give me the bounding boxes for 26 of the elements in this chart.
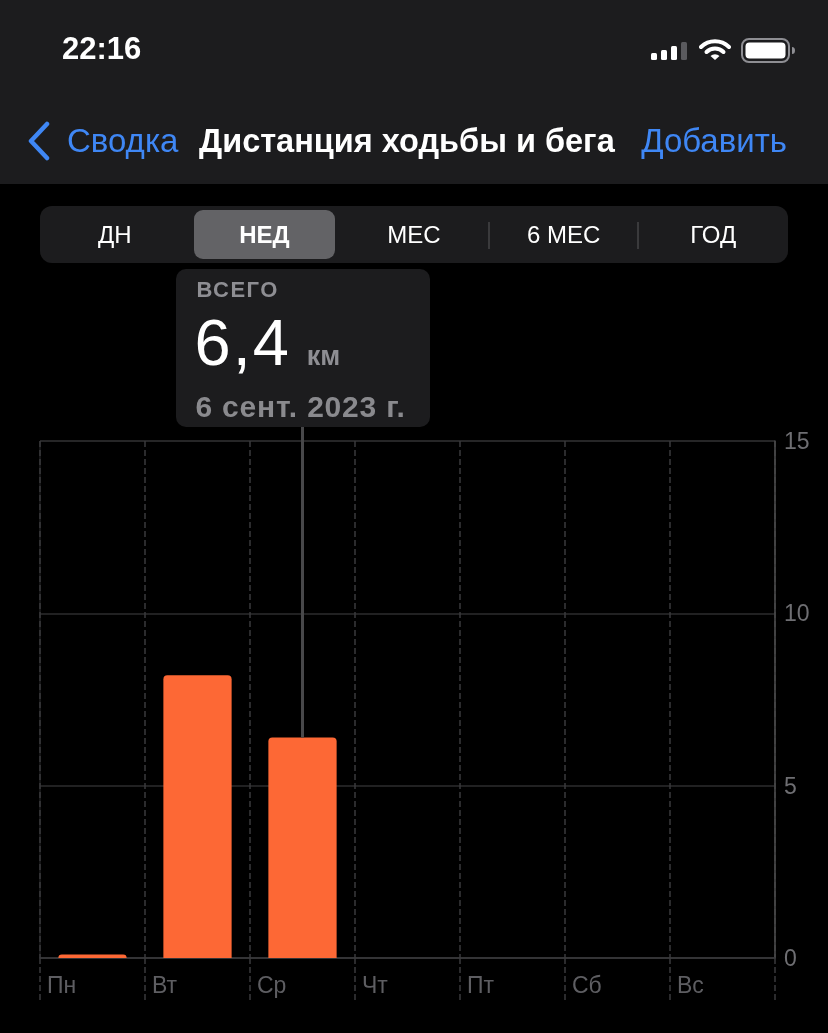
text: Сводка <box>67 121 179 161</box>
bar <box>163 675 232 958</box>
y-tick-label: 5 <box>784 772 797 799</box>
y-tick-label: 15 <box>784 428 810 454</box>
x-tick-label: Пн <box>47 971 77 998</box>
text: 6 сент. 2023 г. <box>195 389 406 425</box>
x-tick-label: Ср <box>257 971 287 998</box>
x-tick-label: Сб <box>572 971 602 998</box>
text: 6 МЕС <box>525 220 602 250</box>
chart-title: Дистанция ходьбы и бега <box>199 122 615 161</box>
x-tick-label: Чт <box>362 971 389 998</box>
y-tick-label: 0 <box>784 945 797 971</box>
text: ВСЕГО <box>196 276 279 303</box>
text: МЕС <box>386 220 442 250</box>
text: ГОД <box>689 220 738 250</box>
x-tick-label: Вт <box>152 971 178 998</box>
y-tick-label: 10 <box>784 600 810 627</box>
x-tick-label: Пт <box>467 971 495 998</box>
x-tick-label: Вс <box>677 971 704 998</box>
text: 22:16 <box>62 31 142 67</box>
bar <box>268 737 337 958</box>
text: Добавить <box>641 121 787 161</box>
text: НЕД <box>238 220 291 250</box>
text: 6,4 <box>194 306 291 379</box>
text: ДН <box>97 220 133 250</box>
text: км <box>306 341 341 371</box>
